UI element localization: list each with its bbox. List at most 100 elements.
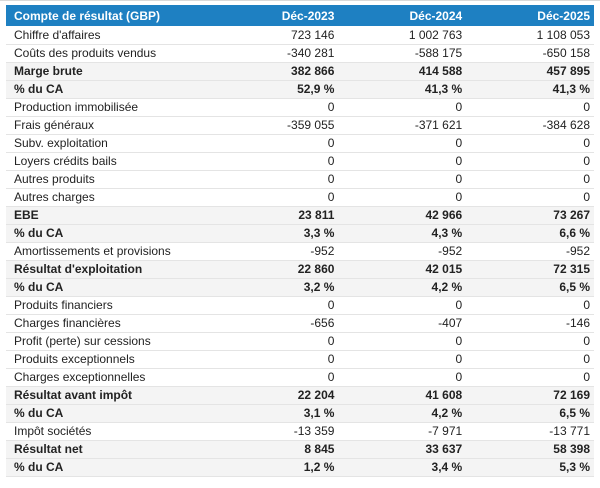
- row-value: -371 621: [338, 116, 467, 135]
- row-value: -359 055: [210, 116, 339, 135]
- table-row: Résultat d'exploitation 22 860 42 015 72…: [6, 260, 594, 279]
- row-value: 22 860: [210, 260, 339, 279]
- row-value: 72 169: [466, 386, 594, 405]
- table-row: Production immobilisée 0 0 0: [6, 98, 594, 117]
- row-value: 41,3 %: [466, 80, 594, 99]
- row-value: 0: [210, 170, 339, 189]
- row-value: 0: [466, 296, 594, 315]
- row-value: -13 359: [210, 422, 339, 441]
- row-label: % du CA: [6, 278, 211, 297]
- table-row: Loyers crédits bails 0 0 0: [6, 152, 594, 171]
- row-value: 0: [466, 332, 594, 351]
- table-row: Charges financières -656 -407 -146: [6, 314, 594, 333]
- row-value: 0: [466, 134, 594, 153]
- row-label: Loyers crédits bails: [6, 152, 211, 171]
- row-label: % du CA: [6, 224, 211, 243]
- row-value: 0: [210, 152, 339, 171]
- row-value: 4,2 %: [338, 278, 467, 297]
- row-value: 414 588: [338, 62, 467, 81]
- table-row: Amortissements et provisions -952 -952 -…: [6, 242, 594, 261]
- row-value: 73 267: [466, 206, 594, 225]
- table-row: Produits exceptionnels 0 0 0: [6, 350, 594, 369]
- row-value: 41 608: [338, 386, 467, 405]
- column-header-account: Compte de résultat (GBP): [6, 5, 211, 26]
- row-label: Marge brute: [6, 62, 211, 81]
- row-value: 0: [338, 332, 467, 351]
- row-value: 3,3 %: [210, 224, 339, 243]
- column-header-dec-2024: Déc-2024: [338, 5, 467, 26]
- row-label: Chiffre d'affaires: [6, 26, 211, 45]
- row-value: -146: [466, 314, 594, 333]
- row-value: -952: [210, 242, 339, 261]
- table-row: EBE 23 811 42 966 73 267: [6, 206, 594, 225]
- row-label: Produits exceptionnels: [6, 350, 211, 369]
- row-value: 457 895: [466, 62, 594, 81]
- row-label: Coûts des produits vendus: [6, 44, 211, 63]
- table-row: Produits financiers 0 0 0: [6, 296, 594, 315]
- row-value: 22 204: [210, 386, 339, 405]
- top-divider: [0, 0, 600, 1]
- table-row: Autres charges 0 0 0: [6, 188, 594, 207]
- column-header-dec-2023: Déc-2023: [210, 5, 339, 26]
- income-statement-table-container: Compte de résultat (GBP) Déc-2023 Déc-20…: [6, 5, 594, 477]
- table-row: Frais généraux -359 055 -371 621 -384 62…: [6, 116, 594, 135]
- row-value: 72 315: [466, 260, 594, 279]
- row-value: 0: [338, 296, 467, 315]
- row-label: Charges exceptionnelles: [6, 368, 211, 387]
- row-value: 0: [210, 296, 339, 315]
- row-value: -656: [210, 314, 339, 333]
- row-value: 1 002 763: [338, 26, 467, 45]
- row-value: 3,1 %: [210, 404, 339, 423]
- row-value: 0: [338, 134, 467, 153]
- row-label: % du CA: [6, 458, 211, 477]
- row-value: 4,2 %: [338, 404, 467, 423]
- row-value: -340 281: [210, 44, 339, 63]
- table-row: Subv. exploitation 0 0 0: [6, 134, 594, 153]
- table-body: Chiffre d'affaires 723 146 1 002 763 1 1…: [6, 26, 594, 477]
- table-row: % du CA 3,2 % 4,2 % 6,5 %: [6, 278, 594, 297]
- row-value: 0: [466, 188, 594, 207]
- row-value: 0: [466, 98, 594, 117]
- row-value: 3,2 %: [210, 278, 339, 297]
- row-label: Production immobilisée: [6, 98, 211, 117]
- row-label: Résultat d'exploitation: [6, 260, 211, 279]
- row-label: % du CA: [6, 404, 211, 423]
- table-row: % du CA 1,2 % 3,4 % 5,3 %: [6, 458, 594, 477]
- row-value: 8 845: [210, 440, 339, 459]
- row-label: Amortissements et provisions: [6, 242, 211, 261]
- table-row: % du CA 52,9 % 41,3 % 41,3 %: [6, 80, 594, 99]
- row-value: 0: [338, 188, 467, 207]
- row-label: Frais généraux: [6, 116, 211, 135]
- table-row: Coûts des produits vendus -340 281 -588 …: [6, 44, 594, 63]
- row-value: 41,3 %: [338, 80, 467, 99]
- row-value: 6,5 %: [466, 404, 594, 423]
- row-label: Autres produits: [6, 170, 211, 189]
- row-value: 382 866: [210, 62, 339, 81]
- table-row: Profit (perte) sur cessions 0 0 0: [6, 332, 594, 351]
- row-value: 33 637: [338, 440, 467, 459]
- table-row: % du CA 3,1 % 4,2 % 6,5 %: [6, 404, 594, 423]
- row-value: 0: [338, 350, 467, 369]
- row-value: 1,2 %: [210, 458, 339, 477]
- row-value: 0: [210, 350, 339, 369]
- row-label: Profit (perte) sur cessions: [6, 332, 211, 351]
- row-value: 42 015: [338, 260, 467, 279]
- row-value: 0: [466, 170, 594, 189]
- row-value: 5,3 %: [466, 458, 594, 477]
- row-value: 0: [466, 368, 594, 387]
- table-row: Résultat net 8 845 33 637 58 398: [6, 440, 594, 459]
- row-label: EBE: [6, 206, 211, 225]
- row-value: 6,5 %: [466, 278, 594, 297]
- row-value: -650 158: [466, 44, 594, 63]
- row-value: 52,9 %: [210, 80, 339, 99]
- row-value: 58 398: [466, 440, 594, 459]
- table-row: % du CA 3,3 % 4,3 % 6,6 %: [6, 224, 594, 243]
- row-value: 0: [338, 98, 467, 117]
- row-value: 4,3 %: [338, 224, 467, 243]
- column-header-dec-2025: Déc-2025: [466, 5, 594, 26]
- row-value: 23 811: [210, 206, 339, 225]
- row-value: 0: [210, 188, 339, 207]
- row-value: 0: [210, 134, 339, 153]
- row-value: 1 108 053: [466, 26, 594, 45]
- row-value: 42 966: [338, 206, 467, 225]
